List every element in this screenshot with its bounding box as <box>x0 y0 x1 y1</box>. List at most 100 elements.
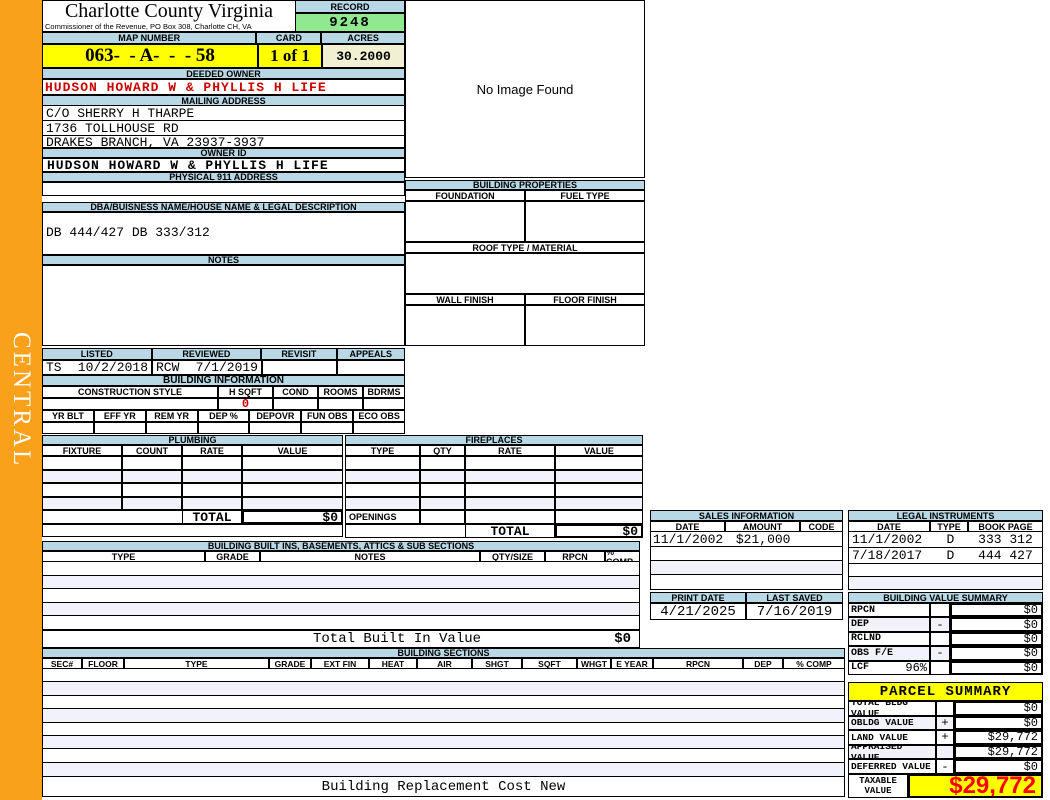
legal-col-date: DATE <box>848 521 930 532</box>
no-image-text: No Image Found <box>476 81 574 97</box>
funobs-label: FUN OBS <box>301 410 354 422</box>
bvs-row-rpcn: RPCN $0 <box>848 603 1043 618</box>
sales-date: 11/1/2002 <box>653 531 724 547</box>
bvs-value: $0 <box>950 646 1043 661</box>
legal-instruments-title: LEGAL INSTRUMENTS <box>848 510 1043 521</box>
parcel-row-land: LAND VALUE + $29,772 <box>848 730 1043 745</box>
parcel-op <box>936 744 954 760</box>
building-sections-title: BUILDING SECTIONS <box>42 648 845 658</box>
no-image-panel: No Image Found <box>405 0 645 178</box>
building-info-value-row-2 <box>42 422 406 434</box>
plumbing-row <box>42 456 343 470</box>
parcel-value: $29,772 <box>954 744 1043 760</box>
building-sections-row <box>43 709 844 723</box>
plumbing-col-value: VALUE <box>242 445 343 456</box>
plumbing-title: PLUMBING <box>42 435 343 445</box>
hsqft-value: 0 <box>218 398 273 410</box>
built-ins-header-row: TYPE GRADE NOTES QTY/SIZE RPCN % COMP <box>42 551 640 562</box>
plumbing-col-fixture: FIXTURE <box>42 445 122 456</box>
fireplaces-col-qty: QTY <box>420 445 465 456</box>
revisit-value <box>262 360 337 375</box>
wall-floor-header-row: WALL FINISH FLOOR FINISH <box>405 294 645 305</box>
bvs-value: $0 <box>950 603 1043 618</box>
parcel-label: OBLDG VALUE <box>848 715 936 731</box>
fuel-type-label: FUEL TYPE <box>525 190 645 201</box>
notes-label: NOTES <box>42 255 405 265</box>
record-number: 9248 <box>295 13 405 32</box>
fireplaces-col-value: VALUE <box>555 445 643 456</box>
mailing-line-2: 1736 TOLLHOUSE RD <box>43 121 404 136</box>
print-value-row: 4/21/2025 7/16/2019 <box>650 603 843 620</box>
fireplaces-row <box>345 456 643 470</box>
owner-id-value: HUDSON HOWARD W & PHYLLIS H LIFE <box>42 158 405 172</box>
acres-label: ACRES <box>321 32 405 44</box>
bvs-value: $0 <box>950 631 1043 647</box>
sections-col-eyear: E YEAR <box>611 658 653 669</box>
fireplaces-col-rate: RATE <box>465 445 555 456</box>
physical-911-value <box>42 182 405 196</box>
parcel-row-appraised: APPRAISED VALUE $29,772 <box>848 744 1043 760</box>
parcel-row-obldg: OBLDG VALUE + $0 <box>848 715 1043 731</box>
fireplaces-title: FIREPLACES <box>345 435 643 445</box>
sales-row <box>650 561 843 575</box>
built-ins-col-rpcn: RPCN <box>545 551 605 562</box>
legal-col-type: TYPE <box>930 521 968 532</box>
listed-date: 10/2/2018 <box>77 360 148 375</box>
bvs-label: DEP <box>848 617 930 632</box>
rooms-label: ROOMS <box>318 386 363 398</box>
remyr-label: REM YR <box>145 410 198 422</box>
foundation-label: FOUNDATION <box>405 190 525 201</box>
fireplaces-header-row: TYPE QTY RATE VALUE <box>345 445 643 456</box>
building-info-value-row-1: 0 <box>42 398 405 410</box>
region-label: CENTRAL <box>8 332 35 469</box>
fireplaces-openings-row: OPENINGS <box>345 510 643 524</box>
built-ins-row <box>43 575 639 590</box>
parcel-label: LAND VALUE <box>848 730 936 745</box>
appeals-label: APPEALS <box>336 348 405 360</box>
plumbing-row <box>42 496 343 510</box>
parcel-op: + <box>936 730 954 745</box>
last-saved-label: LAST SAVED <box>746 592 843 603</box>
building-sections-body <box>42 669 845 776</box>
parcel-value: $29,772 <box>954 730 1043 745</box>
reviewed-label: REVIEWED <box>151 348 262 360</box>
built-ins-body <box>42 562 640 630</box>
county-title: Charlotte County Virginia <box>64 0 274 22</box>
map-header-row: MAP NUMBER CARD ACRES <box>42 32 405 44</box>
foundation-value <box>405 201 525 242</box>
floor-finish-value <box>525 305 645 346</box>
sales-amount: $21,000 <box>735 531 791 547</box>
fireplaces-total-value: $0 <box>555 524 643 538</box>
dep-pct-label: DEP % <box>197 410 250 422</box>
openings-label: OPENINGS <box>345 510 420 524</box>
review-value-row: TS 10/2/2018 RCW 7/1/2019 <box>42 360 405 375</box>
building-sections-row <box>43 723 844 736</box>
built-ins-col-type: TYPE <box>42 551 205 562</box>
legal-bookpage: 444 427 <box>978 548 1033 563</box>
dba-label: DBA/BUISNESS NAME/HOUSE NAME & LEGAL DES… <box>42 202 405 212</box>
map-value-row: 063- - A- - - 58 1 of 1 30.2000 <box>42 44 405 68</box>
deeded-owner-value: HUDSON HOWARD W & PHYLLIS H LIFE <box>42 79 405 95</box>
roof-value <box>405 253 645 294</box>
reviewed-date: 7/1/2019 <box>195 360 258 375</box>
taxable-label: TAXABLE VALUE <box>848 774 908 798</box>
depovr-value <box>249 422 302 434</box>
parcel-summary-title: PARCEL SUMMARY <box>848 682 1043 701</box>
hsqft-label: H SQFT <box>218 386 273 398</box>
reviewed-by: RCW <box>156 360 180 375</box>
review-header-row: LISTED REVIEWED REVISIT APPEALS <box>42 348 405 360</box>
building-properties-title: BUILDING PROPERTIES <box>405 180 645 190</box>
map-number-label: MAP NUMBER <box>42 32 257 44</box>
foundation-fuel-header-row: FOUNDATION FUEL TYPE <box>405 190 645 201</box>
legal-row: 11/1/2002 D 333 312 <box>848 532 1043 548</box>
building-sections-row <box>43 696 844 710</box>
legal-date: 11/1/2002 <box>852 532 923 547</box>
bvs-lcf-pct: 96% <box>905 660 927 675</box>
rooms-value <box>318 398 363 410</box>
bvs-label: RPCN <box>848 603 930 618</box>
print-date-value: 4/21/2025 <box>650 603 746 620</box>
built-ins-col-comp: % COMP <box>605 551 640 562</box>
built-ins-row <box>43 589 639 603</box>
sales-col-code: CODE <box>800 521 843 532</box>
